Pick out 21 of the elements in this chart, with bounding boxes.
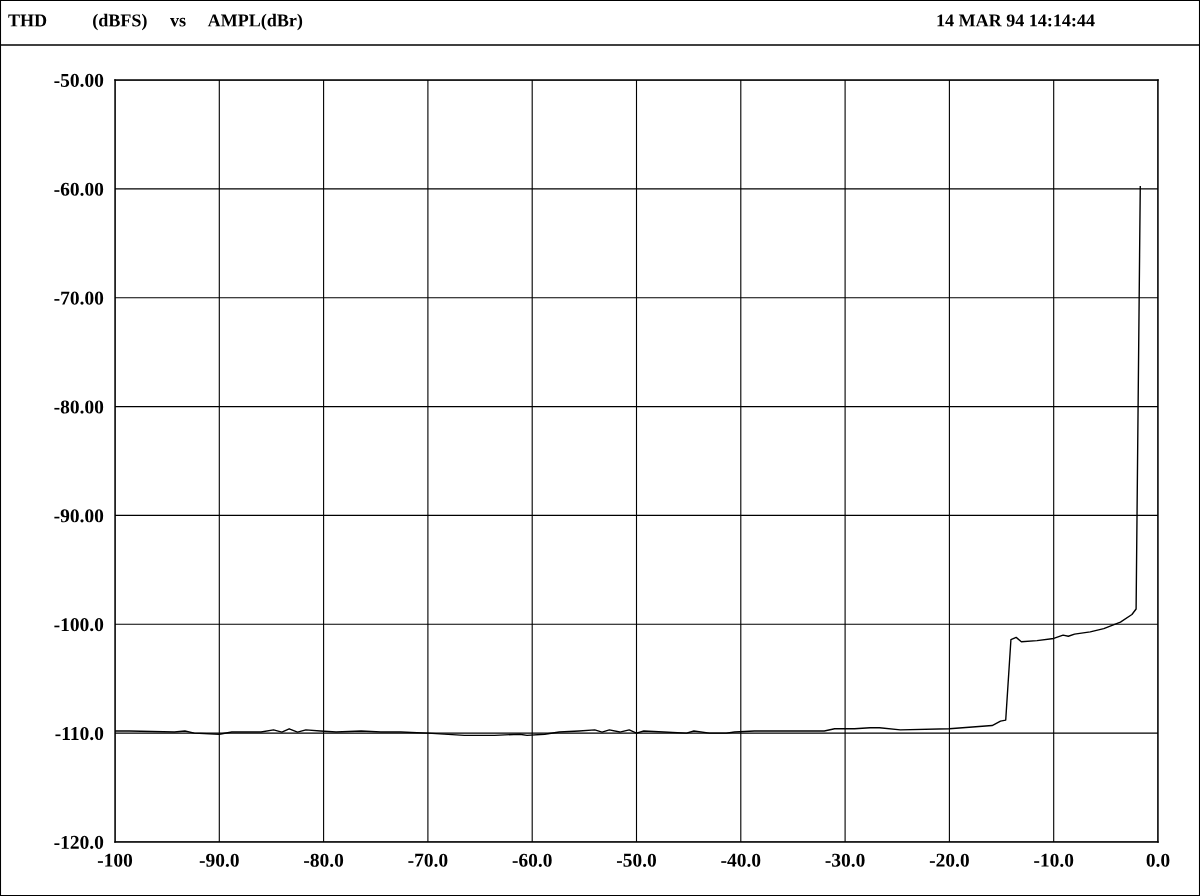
y-tick-label: -70.00 [54,291,104,305]
x-tick-label: -50.0 [616,853,657,867]
x-tick-label: -10.0 [1034,853,1074,867]
x-tick-label: -20.0 [929,853,969,867]
x-tick-label: -60.0 [512,853,552,867]
chart-title: THD (dBFS) vs AMPL(dBr) [8,13,303,31]
x-tick-label: -90.0 [199,853,239,867]
y-tick-label: -80.00 [54,400,104,414]
y-tick-label: -120.0 [54,835,104,850]
y-tick-label: -60.00 [54,182,104,196]
x-tick-label: -70.0 [408,853,448,867]
y-tick-label: -110.0 [55,726,104,741]
y-tick-label: -100.0 [54,618,104,632]
x-tick-label: 0.0 [1146,853,1170,867]
y-tick-label: -50.00 [54,73,104,88]
x-tick-label: -80.0 [304,853,344,867]
x-tick-label: -40.0 [721,853,761,867]
text: 14 MAR 94 14:14:44 [937,14,1095,27]
y-tick-label: -90.00 [54,509,104,523]
x-tick-label: -100 [97,853,133,867]
x-tick-label: -30.0 [825,853,865,867]
